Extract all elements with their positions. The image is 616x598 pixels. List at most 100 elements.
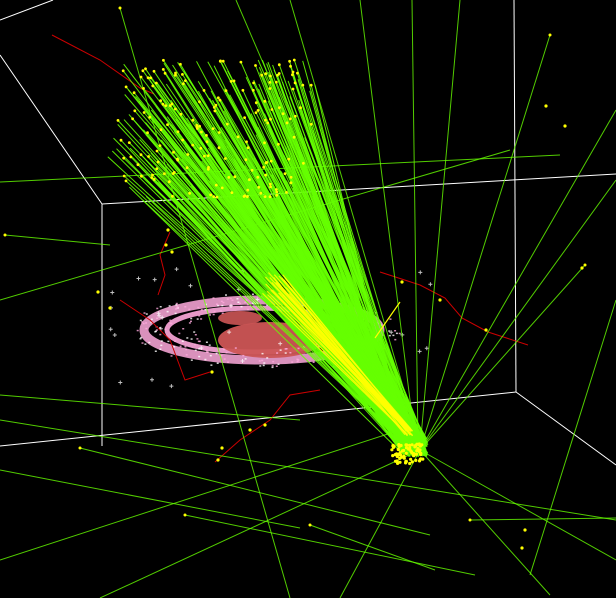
impact-hit xyxy=(397,444,401,448)
impact-hit xyxy=(410,450,414,455)
hit-point xyxy=(202,89,206,92)
detector-speckle xyxy=(148,341,151,344)
hit-point xyxy=(296,71,299,75)
hit-point xyxy=(119,138,123,142)
hit-point xyxy=(288,117,292,121)
hit-point xyxy=(166,228,170,232)
cross-marker xyxy=(227,330,232,335)
detector-speckle xyxy=(236,298,239,300)
detector-speckle xyxy=(238,302,241,305)
detector-speckle xyxy=(302,346,305,348)
shower-track xyxy=(240,173,424,451)
detector-speckle xyxy=(179,345,182,347)
hit-point xyxy=(276,73,279,77)
secondary-track xyxy=(419,109,616,451)
hit-point xyxy=(142,87,145,90)
hit-point xyxy=(146,76,150,80)
impact-hit xyxy=(404,446,409,450)
detector-speckle xyxy=(222,301,225,304)
hit-point xyxy=(170,102,174,106)
hit-point xyxy=(124,85,128,89)
hit-point xyxy=(121,69,125,73)
detector-core-spot xyxy=(218,311,262,325)
bounding-box-edge xyxy=(513,0,517,393)
detector-speckle xyxy=(275,365,278,367)
secondary-track xyxy=(99,449,421,598)
hit-point xyxy=(150,176,154,180)
hit-point xyxy=(78,446,82,450)
hit-point xyxy=(275,190,279,194)
impact-hit xyxy=(408,461,412,466)
muon-tracks xyxy=(51,34,529,463)
hit-point xyxy=(161,68,165,71)
detector-speckle xyxy=(229,297,232,300)
detector-speckle xyxy=(226,298,229,300)
hit-point xyxy=(277,63,281,67)
hit-point xyxy=(162,58,165,62)
detector-speckle xyxy=(198,315,201,317)
detector-speckle xyxy=(167,340,170,343)
hit-point xyxy=(163,172,166,176)
hit-point xyxy=(520,546,524,550)
hit-point xyxy=(170,250,174,254)
shower-track xyxy=(259,72,410,440)
impact-hit xyxy=(409,457,413,461)
detector-speckle xyxy=(175,302,178,305)
hit-point xyxy=(264,118,267,122)
hit-point xyxy=(152,178,156,181)
hit-point xyxy=(217,146,221,150)
hit-point xyxy=(269,117,272,121)
detector-speckle xyxy=(154,350,157,352)
core-highlight-track xyxy=(374,301,401,339)
detector-speckle xyxy=(271,365,274,367)
secondary-track xyxy=(419,449,616,561)
hit-point xyxy=(176,130,180,134)
hit-point xyxy=(164,104,168,107)
detector-speckle xyxy=(160,344,163,347)
detector-speckle xyxy=(220,354,223,357)
hit-point xyxy=(136,163,140,167)
secondary-track xyxy=(0,394,301,421)
detector-speckle xyxy=(285,348,288,350)
detector-speckle xyxy=(246,303,249,306)
detector-speckle xyxy=(175,304,178,306)
hit-point xyxy=(289,181,293,185)
impact-point-cluster xyxy=(390,442,425,466)
hit-point xyxy=(248,178,251,182)
hit-point xyxy=(210,370,214,374)
hit-point xyxy=(206,154,210,158)
detector-speckle xyxy=(196,338,199,340)
detector-speckle xyxy=(198,348,201,350)
detector-speckle xyxy=(223,358,226,360)
hit-point xyxy=(220,446,224,450)
hit-point xyxy=(301,83,305,87)
impact-hit xyxy=(417,459,422,463)
hit-point xyxy=(209,193,213,197)
secondary-track xyxy=(0,429,401,561)
hit-point xyxy=(278,106,281,110)
hit-point xyxy=(288,59,291,63)
impact-hit xyxy=(400,449,405,453)
impact-hit xyxy=(395,459,399,463)
hit-point xyxy=(246,146,250,150)
detector-speckle xyxy=(188,322,191,324)
detector-speckle xyxy=(262,364,265,367)
cross-marker xyxy=(424,346,429,351)
bounding-box-edge xyxy=(0,391,517,447)
hit-point xyxy=(583,263,587,267)
hit-point xyxy=(264,72,268,76)
hit-point xyxy=(269,185,272,189)
hit-point xyxy=(163,71,167,75)
detector-speckle xyxy=(186,337,189,339)
secondary-track xyxy=(0,419,616,521)
secondary-track xyxy=(4,234,111,246)
hit-point xyxy=(215,195,219,199)
hit-point xyxy=(309,122,313,126)
detector-speckle xyxy=(169,319,172,322)
detector-speckle xyxy=(193,331,196,333)
detector-speckle xyxy=(388,330,391,332)
detector-speckle xyxy=(205,349,208,352)
hit-point xyxy=(161,102,165,106)
